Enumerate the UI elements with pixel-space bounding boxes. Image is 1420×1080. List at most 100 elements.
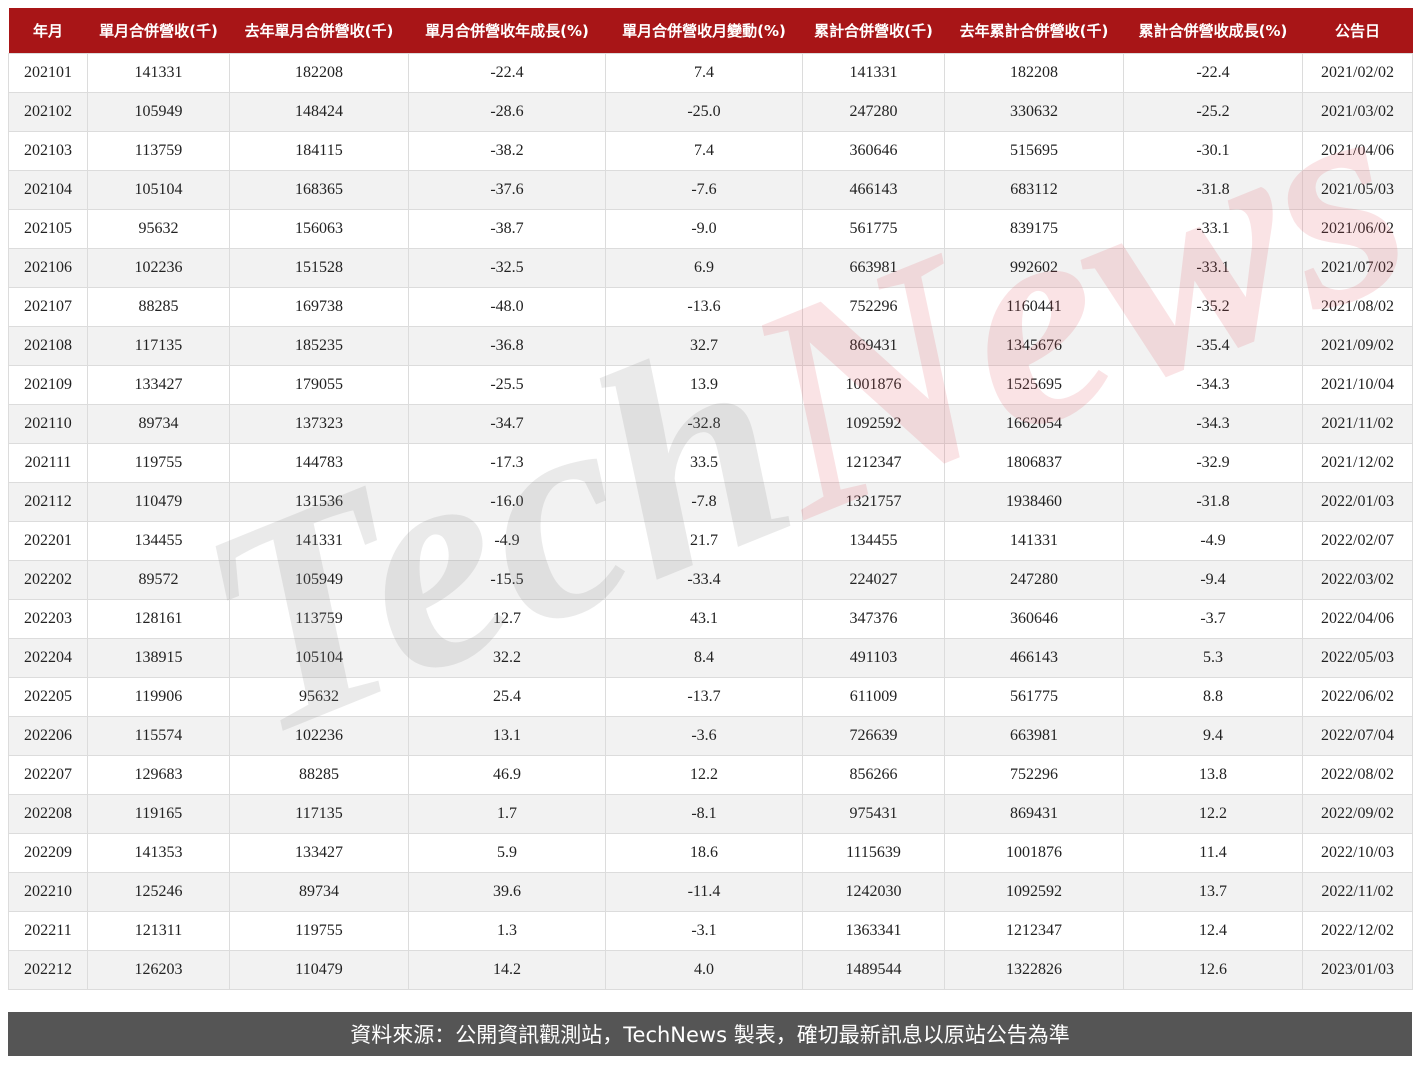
table-cell: 1092592 [944, 872, 1124, 912]
table-cell: 2022/09/02 [1302, 794, 1413, 834]
table-cell: 6.9 [605, 248, 803, 288]
table-cell: 202112 [8, 482, 88, 522]
table-cell: 663981 [944, 716, 1124, 756]
table-cell: 2023/01/03 [1302, 950, 1413, 990]
table-cell: 202209 [8, 833, 88, 873]
table-cell: 11.4 [1123, 833, 1303, 873]
table-cell: 839175 [944, 209, 1124, 249]
table-cell: 2021/04/06 [1302, 131, 1413, 171]
table-cell: 1.7 [408, 794, 606, 834]
table-cell: 1212347 [944, 911, 1124, 951]
table-cell: -15.5 [408, 560, 606, 600]
revenue-table: 年月 單月合併營收(千) 去年單月合併營收(千) 單月合併營收年成長(%) 單月合併營收… [8, 8, 1413, 990]
table-cell: 117135 [229, 794, 409, 834]
table-row: 202203 128161 113759 12.7 43.1 347376 360646 -3… [8, 599, 1413, 639]
table-cell: 9.4 [1123, 716, 1303, 756]
table-cell: 2021/03/02 [1302, 92, 1413, 132]
table-cell: 105104 [87, 170, 230, 210]
table-cell: 360646 [944, 599, 1124, 639]
table-cell: 141353 [87, 833, 230, 873]
table-cell: -34.3 [1123, 404, 1303, 444]
table-cell: -35.2 [1123, 287, 1303, 327]
table-cell: 148424 [229, 92, 409, 132]
table-cell: 13.7 [1123, 872, 1303, 912]
table-cell: 869431 [944, 794, 1124, 834]
table-cell: -13.7 [605, 677, 803, 717]
table-row: 202212 126203 110479 14.2 4.0 1489544 1322826 1… [8, 950, 1413, 990]
table-cell: 202201 [8, 521, 88, 561]
table-cell: 25.4 [408, 677, 606, 717]
table-cell: 14.2 [408, 950, 606, 990]
table-cell: -11.4 [605, 872, 803, 912]
table-cell: 133427 [229, 833, 409, 873]
table-row: 202110 89734 137323 -34.7 -32.8 1092592 166205… [8, 404, 1413, 444]
table-cell: 347376 [802, 599, 945, 639]
table-cell: 7.4 [605, 53, 803, 93]
table-cell: 202210 [8, 872, 88, 912]
table-cell: 169738 [229, 287, 409, 327]
table-cell: 247280 [944, 560, 1124, 600]
table-row: 202209 141353 133427 5.9 18.6 1115639 1001876 1… [8, 833, 1413, 873]
table-cell: 137323 [229, 404, 409, 444]
table-cell: 2022/08/02 [1302, 755, 1413, 795]
table-cell: 2021/12/02 [1302, 443, 1413, 483]
table-cell: -35.4 [1123, 326, 1303, 366]
table-cell: 202208 [8, 794, 88, 834]
table-cell: 110479 [229, 950, 409, 990]
table-cell: -3.1 [605, 911, 803, 951]
table-cell: 992602 [944, 248, 1124, 288]
table-cell: 2022/07/04 [1302, 716, 1413, 756]
table-cell: 43.1 [605, 599, 803, 639]
table-row: 202210 125246 89734 39.6 -11.4 1242030 1092592… [8, 872, 1413, 912]
table-cell: 2021/11/02 [1302, 404, 1413, 444]
source-text: 資料來源：公開資訊觀測站，TechNews 製表，確切最新訊息以原站公告為準 [350, 1023, 1070, 1047]
table-cell: 32.7 [605, 326, 803, 366]
table-cell: 202108 [8, 326, 88, 366]
table-row: 202108 117135 185235 -36.8 32.7 869431 1345676… [8, 326, 1413, 366]
table-cell: 105949 [87, 92, 230, 132]
table-cell: 182208 [944, 53, 1124, 93]
table-cell: -4.9 [1123, 521, 1303, 561]
table-cell: 202106 [8, 248, 88, 288]
table-cell: -38.7 [408, 209, 606, 249]
table-cell: 202111 [8, 443, 88, 483]
table-cell: -8.1 [605, 794, 803, 834]
table-cell: 466143 [802, 170, 945, 210]
table-cell: 18.6 [605, 833, 803, 873]
column-header: 公告日 [1302, 8, 1413, 54]
table-cell: -33.1 [1123, 248, 1303, 288]
table-cell: 46.9 [408, 755, 606, 795]
table-cell: 179055 [229, 365, 409, 405]
column-header: 累計合併營收(千) [802, 8, 945, 54]
table-cell: 89572 [87, 560, 230, 600]
table-cell: 2022/03/02 [1302, 560, 1413, 600]
table-cell: -38.2 [408, 131, 606, 171]
table-cell: 515695 [944, 131, 1124, 171]
table-cell: 32.2 [408, 638, 606, 678]
table-cell: 726639 [802, 716, 945, 756]
column-header: 累計合併營收成長(%) [1123, 8, 1303, 54]
table-cell: 21.7 [605, 521, 803, 561]
table-cell: 1242030 [802, 872, 945, 912]
table-cell: -4.9 [408, 521, 606, 561]
table-cell: -37.6 [408, 170, 606, 210]
source-footer: 資料來源：公開資訊觀測站，TechNews 製表，確切最新訊息以原站公告為準 [8, 1012, 1412, 1056]
table-cell: 202107 [8, 287, 88, 327]
table-cell: 128161 [87, 599, 230, 639]
table-row: 202206 115574 102236 13.1 -3.6 726639 663981 9.… [8, 716, 1413, 756]
table-cell: 138915 [87, 638, 230, 678]
table-cell: 202206 [8, 716, 88, 756]
table-cell: 88285 [87, 287, 230, 327]
table-row: 202101 141331 182208 -22.4 7.4 141331 182208 -2… [8, 53, 1413, 93]
table-cell: 1115639 [802, 833, 945, 873]
table-cell: 182208 [229, 53, 409, 93]
table-cell: -22.4 [408, 53, 606, 93]
table-cell: 2022/12/02 [1302, 911, 1413, 951]
table-cell: 119755 [87, 443, 230, 483]
table-cell: 247280 [802, 92, 945, 132]
table-cell: 1001876 [802, 365, 945, 405]
table-cell: 110479 [87, 482, 230, 522]
table-cell: 202104 [8, 170, 88, 210]
table-row: 202104 105104 168365 -37.6 -7.6 466143 683112-… [8, 170, 1413, 210]
table-cell: -33.4 [605, 560, 803, 600]
